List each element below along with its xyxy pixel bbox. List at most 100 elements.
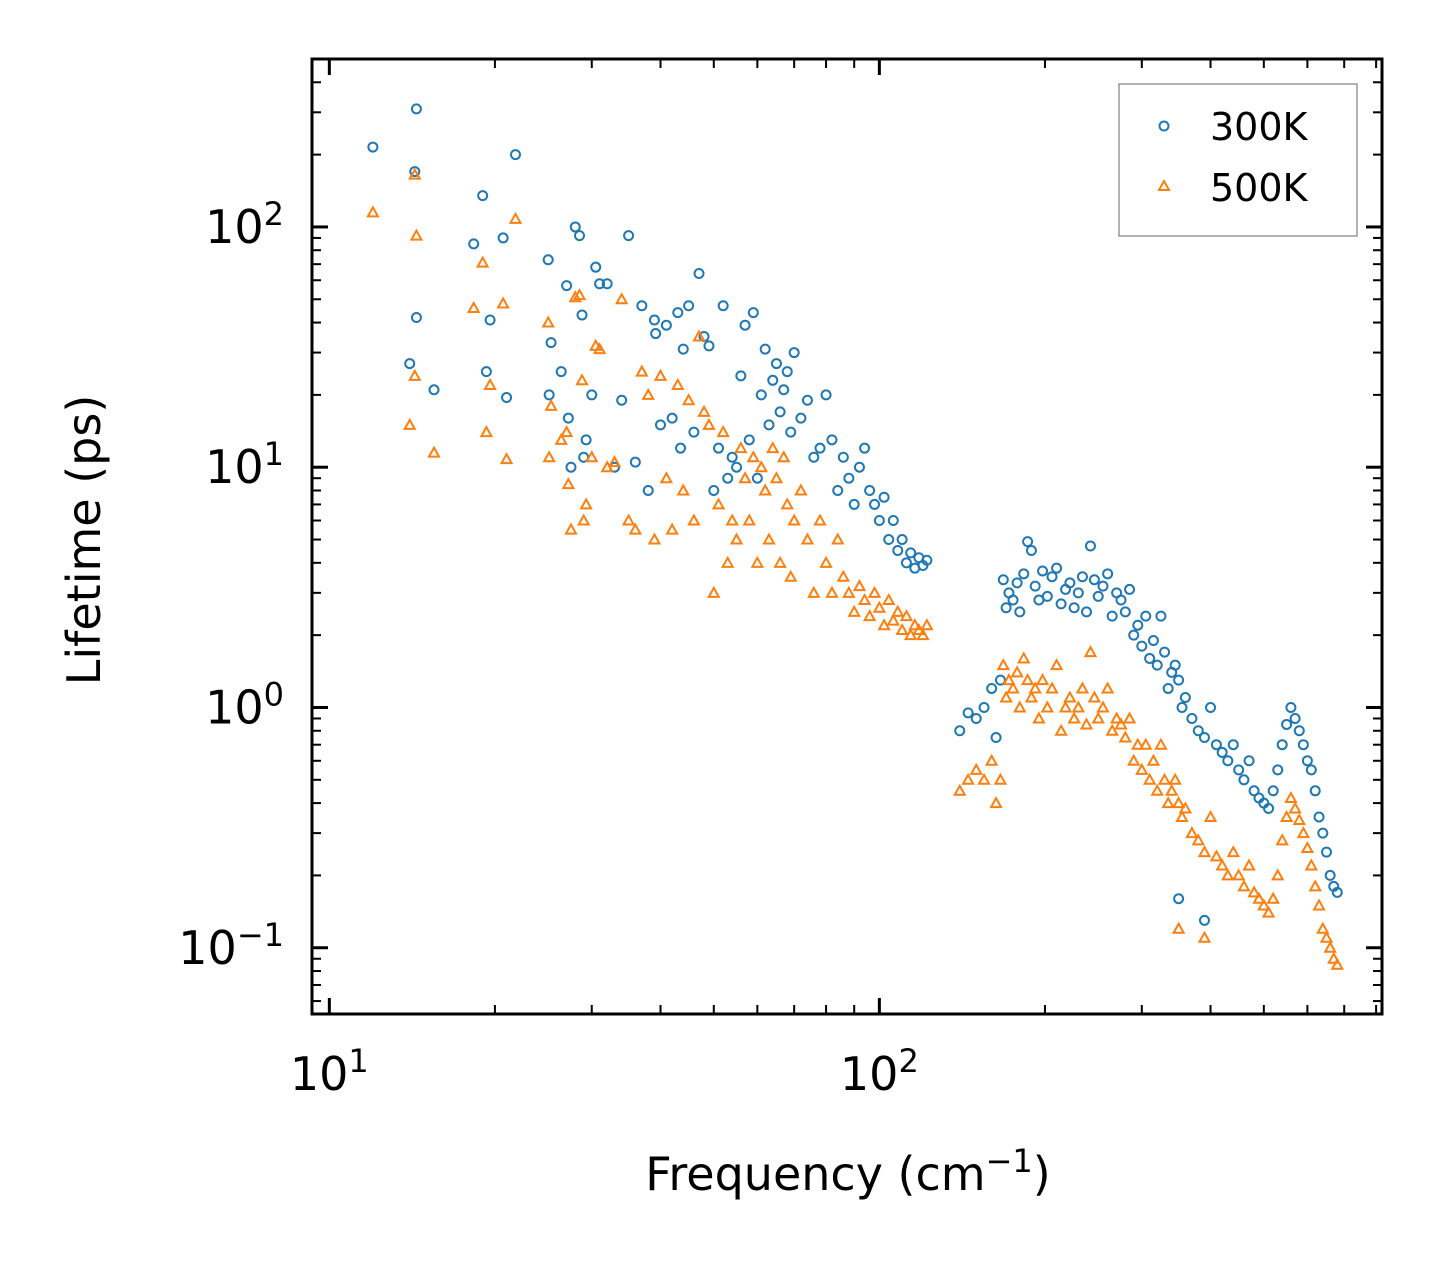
data-point-500k [899,609,914,622]
data-point-500k [1300,840,1315,854]
data-point-300k [735,370,747,382]
data-point-300k [409,166,421,178]
data-point-300k [1132,619,1144,631]
data-point-300k [1305,764,1317,776]
x-tick-label-exponent: 2 [898,1042,918,1080]
data-point-300k [859,442,871,454]
data-point-500k [483,377,497,390]
data-point-300k [1238,774,1250,786]
data-point-500k [867,585,882,598]
data-point-500k [1142,772,1157,785]
x-tick-label: 101 [290,1042,369,1101]
data-point-500k [585,450,599,463]
data-point-300k [731,461,743,473]
data-point-500k [1028,681,1042,694]
data-point-500k [1252,891,1266,904]
data-point-500k [1150,783,1164,796]
data-point-500k [1261,905,1276,918]
data-point-300k [814,442,826,454]
data-point-300k [921,554,933,566]
data-point-500k [1237,879,1251,892]
data-point-300k [509,149,521,161]
data-point-300k [590,261,602,273]
data-point-300k [565,461,577,473]
data-point-500k [1191,833,1205,846]
y-tick-label-exponent: −1 [237,916,284,954]
data-point-500k [1271,868,1285,881]
data-point-500k [1275,833,1289,846]
data-point-300k [574,230,586,242]
data-point-500k [1040,700,1055,713]
data-point-500k [1323,940,1337,953]
data-point-500k [1063,690,1077,703]
data-point-500k [773,555,787,568]
data-point-500k [1319,930,1334,943]
data-point-500k [1118,730,1133,743]
data-point-300k [1147,635,1159,647]
data-point-300k [1084,540,1096,552]
data-point-300k [795,412,807,424]
data-point-500k [1049,658,1064,671]
data-point-500k [996,658,1010,671]
data-point-300k [1037,565,1049,577]
data-point-500k [1257,898,1271,911]
data-point-300k [601,278,613,290]
data-point-500k [1154,737,1168,750]
data-point-300k [428,384,440,396]
x-tick-label-base: 10 [290,1047,349,1101]
data-point-300k [1092,590,1104,602]
data-point-500k [1157,772,1172,785]
data-point-500k [1045,681,1059,694]
data-point-500k [1105,723,1119,736]
legend-label-500k: 500K [1210,166,1309,210]
data-point-300k [1222,755,1234,767]
data-point-500k [1109,711,1124,724]
data-point-300k [569,221,581,233]
data-point-500k [641,387,655,400]
data-point-300k [1267,785,1279,797]
data-point-300k [1227,739,1239,751]
legend-label-300k: 300K [1210,105,1309,149]
data-point-300k [1046,571,1058,583]
y-tick-label-base: 10 [205,440,264,494]
data-point-500k [787,513,801,526]
data-point-300k [1198,914,1210,926]
data-point-300k [986,682,998,694]
data-point-500k [1131,737,1145,750]
data-point-500k [575,373,589,386]
data-point-300k [703,340,715,352]
data-point-300k [1331,886,1343,898]
data-point-300k [1272,764,1284,776]
data-point-500k [1165,783,1179,796]
data-point-500k [1288,801,1302,814]
data-point-500k [784,569,798,582]
data-point-300k [1179,692,1191,704]
data-point-500k [862,609,877,622]
data-point-300k [1263,802,1275,814]
data-point-500k [1231,868,1246,881]
data-point-300k [484,314,496,326]
data-point-500k [702,417,716,430]
data-point-300k [1055,598,1067,610]
x-tick-label-exponent: 1 [348,1042,368,1080]
data-point-300k [905,547,917,559]
data-point-300k [677,343,689,355]
data-point-300k [480,366,492,378]
data-point-500k [984,753,999,766]
data-point-300k [650,328,662,340]
data-point-300k [1248,785,1260,797]
data-point-300k [555,366,567,378]
data-point-300k [722,472,734,484]
data-point-500k [993,772,1008,785]
data-point-300k [1081,606,1093,618]
data-point-500k [403,417,417,430]
data-point-500k [999,690,1013,703]
data-point-300k [713,442,725,454]
data-point-300k [900,557,912,569]
data-point-500k [750,555,765,568]
data-point-300k [954,725,966,737]
data-point-300k [629,456,641,468]
data-point-300k [1140,610,1152,622]
data-point-300k [1301,755,1313,767]
data-point-500k [916,628,930,641]
